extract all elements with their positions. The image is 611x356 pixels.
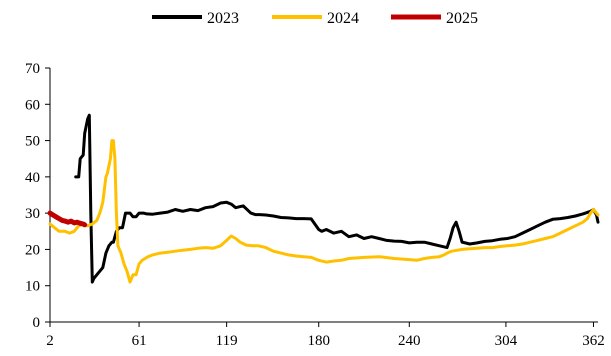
- y-tick-label: 40: [25, 170, 40, 186]
- y-tick-label: 0: [33, 315, 41, 331]
- legend-item-2023: 2023: [152, 10, 239, 27]
- y-tick-label: 30: [25, 206, 40, 222]
- y-tick-label: 10: [25, 279, 40, 295]
- legend-label: 2023: [207, 10, 239, 27]
- chart-series-layer: [47, 113, 600, 284]
- x-tick-label: 2: [46, 333, 54, 349]
- legend-label: 2025: [446, 10, 478, 27]
- x-tick-label: 61: [132, 333, 147, 349]
- y-tick-label: 70: [25, 61, 40, 77]
- legend-item-2025: 2025: [391, 10, 478, 27]
- chart-legend: 2023 2024 2025: [152, 10, 478, 27]
- x-tick-label: 119: [216, 333, 238, 349]
- series-line-2023: [74, 113, 600, 284]
- chart-axes: 0 10 20 30 40 50 60 70 2 61 119 180 240 304 362: [25, 61, 605, 349]
- x-tick-label: 240: [398, 333, 421, 349]
- y-tick-label: 60: [25, 97, 40, 113]
- y-tick-label: 50: [25, 134, 40, 150]
- legend-item-2024: 2024: [272, 10, 359, 27]
- x-tick-label: 304: [495, 333, 518, 349]
- x-tick-label: 180: [307, 333, 330, 349]
- legend-label: 2024: [327, 10, 359, 27]
- series-line-2025: [47, 210, 88, 228]
- x-tick-label: 362: [582, 333, 605, 349]
- series-line-2024: [48, 139, 600, 284]
- y-tick-label: 20: [25, 242, 40, 258]
